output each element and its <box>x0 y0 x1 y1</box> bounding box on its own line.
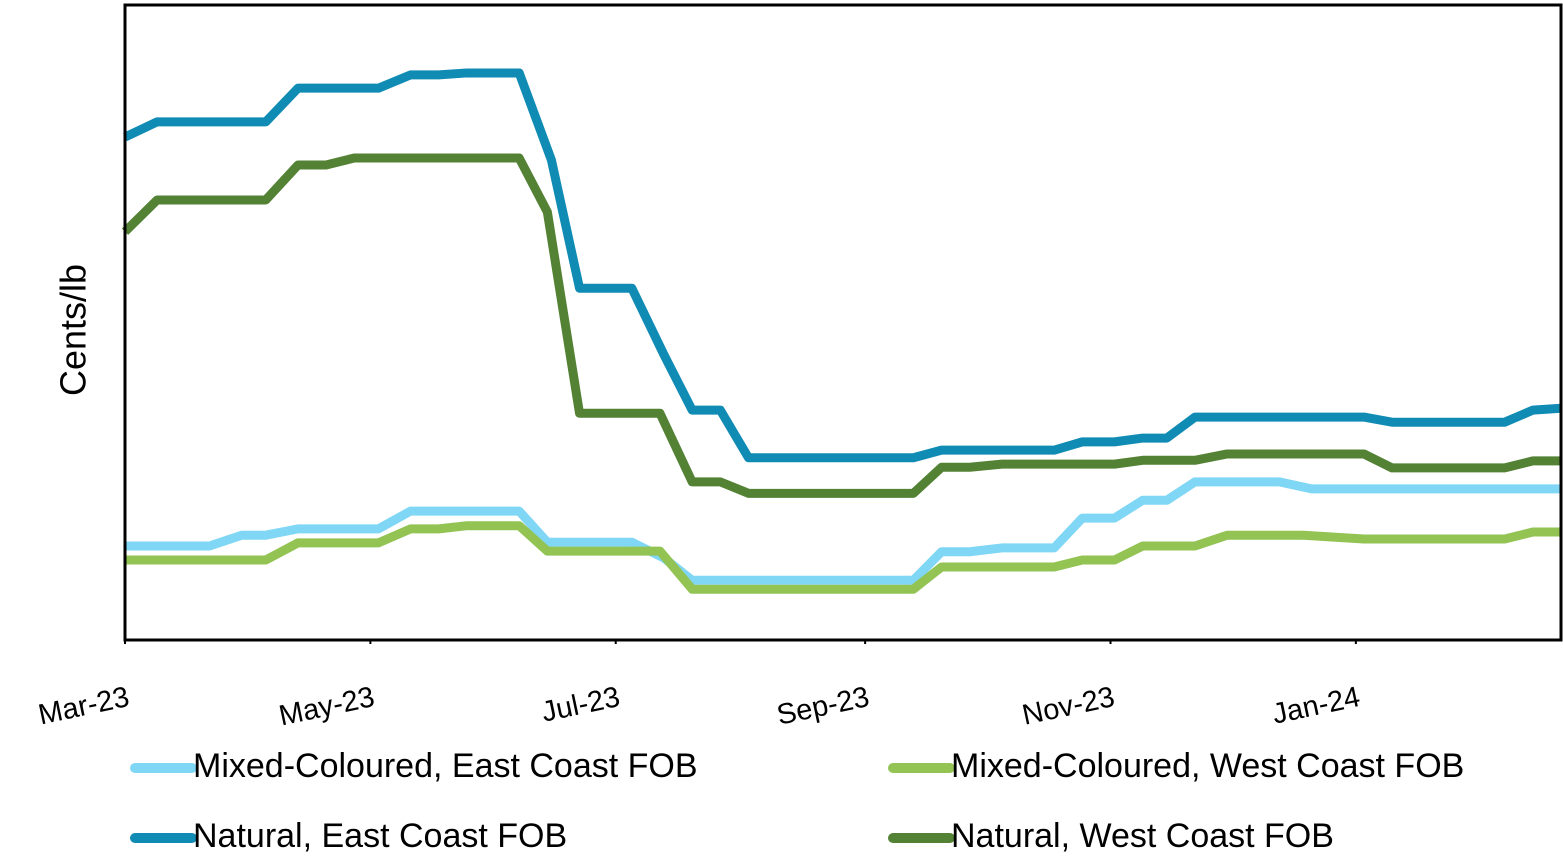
x-tick-label: Sep-23 <box>774 681 872 732</box>
plot-frame <box>123 3 1563 642</box>
series-line <box>121 153 1561 498</box>
x-tick-label: Jan-24 <box>1270 681 1363 731</box>
legend-label: Mixed-Coloured, East Coast FOB <box>193 747 698 785</box>
x-tick-label: Jul-23 <box>539 681 623 729</box>
x-tick-label: May-23 <box>276 681 377 732</box>
series-line <box>125 477 1561 585</box>
legend-label: Natural, West Coast FOB <box>951 817 1334 855</box>
legend-label: Mixed-Coloured, West Coast FOB <box>951 747 1464 785</box>
series-line <box>123 68 1562 463</box>
x-tick-label: Mar-23 <box>36 681 133 731</box>
series-line <box>125 521 1561 594</box>
x-tick-label: Nov-23 <box>1019 681 1117 732</box>
legend-label: Natural, East Coast FOB <box>193 817 567 855</box>
y-axis-label: Cents/lb <box>53 264 94 396</box>
